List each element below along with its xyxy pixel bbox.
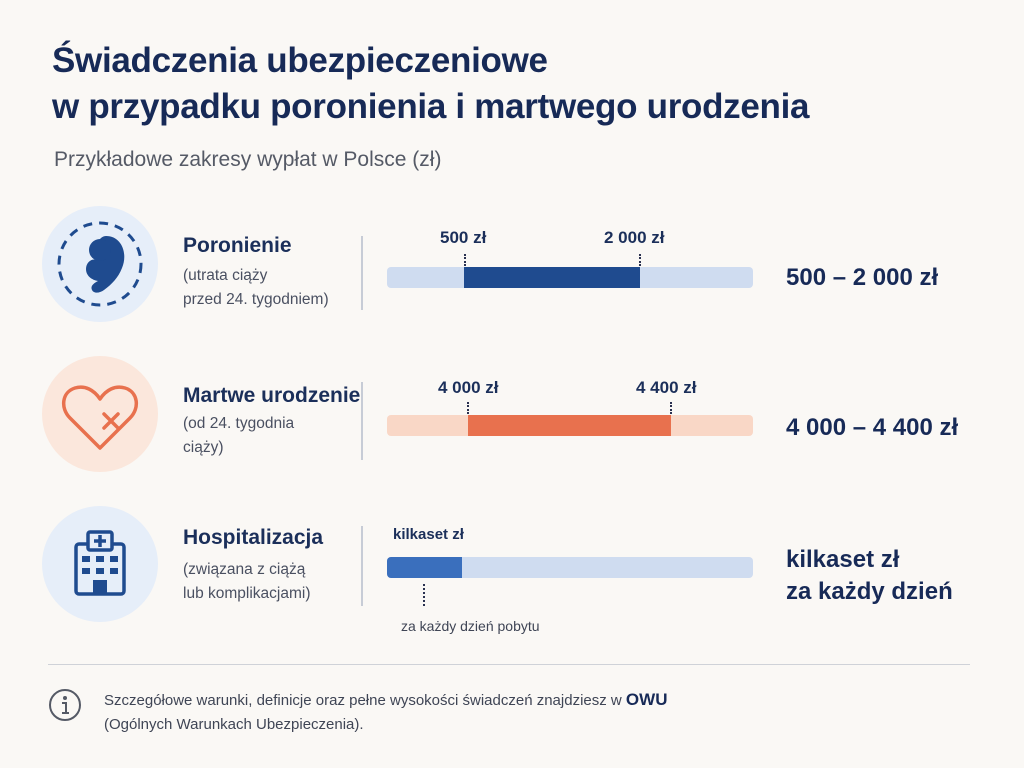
row-title: Martwe urodzenie bbox=[183, 384, 361, 407]
tick-note: za każdy dzień pobytu bbox=[401, 618, 540, 634]
desc-line-2: ciąży) bbox=[183, 439, 224, 456]
info-icon bbox=[49, 689, 81, 721]
desc-line-1: (od 24. tygodnia bbox=[183, 415, 295, 432]
hospital-icon bbox=[74, 530, 126, 596]
title-line-2: w przypadku poronienia i martwego urodze… bbox=[52, 87, 810, 126]
footer-divider bbox=[48, 664, 970, 665]
note-line-2: (Ogólnych Warunkach Ubezpieczenia). bbox=[104, 716, 364, 733]
range-fill bbox=[387, 557, 462, 578]
range-value: 500 – 2 000 zł bbox=[786, 264, 939, 291]
range-line-1: kilkaset zł bbox=[786, 546, 900, 573]
page-title: Świadczenia ubezpieczeniowe w przypadku … bbox=[52, 38, 810, 130]
tick-start-marker bbox=[467, 402, 469, 414]
tick-end-label: 4 400 zł bbox=[636, 378, 697, 397]
tick-note-marker bbox=[423, 584, 425, 606]
row-description: (od 24. tygodnia ciąży) bbox=[183, 412, 294, 460]
icon-circle-martwe-urodzenie bbox=[42, 356, 158, 472]
desc-line-2: lub komplikacjami) bbox=[183, 585, 311, 602]
range-value: kilkaset zł za każdy dzień bbox=[786, 544, 953, 608]
row-title: Poronienie bbox=[183, 234, 292, 257]
tick-start-label: 4 000 zł bbox=[438, 378, 499, 397]
icon-circle-poronienie bbox=[42, 206, 158, 322]
row-divider bbox=[361, 236, 363, 310]
tick-end-marker bbox=[639, 254, 641, 266]
tick-start-label: kilkaset zł bbox=[393, 526, 464, 543]
tick-end-label: 2 000 zł bbox=[604, 228, 665, 247]
row-description: (utrata ciąży przed 24. tygodniem) bbox=[183, 264, 329, 312]
desc-line-1: (utrata ciąży bbox=[183, 267, 268, 284]
desc-line-2: przed 24. tygodniem) bbox=[183, 291, 329, 308]
icon-circle-hospitalizacja bbox=[42, 506, 158, 622]
note-owu: OWU bbox=[625, 690, 668, 709]
footer-note: Szczegółowe warunki, definicje oraz pełn… bbox=[104, 688, 667, 737]
tick-start-label: 500 zł bbox=[440, 228, 487, 247]
row-description: (związana z ciążą lub komplikacjami) bbox=[183, 558, 310, 606]
desc-line-1: (związana z ciążą bbox=[183, 561, 306, 578]
title-line-1: Świadczenia ubezpieczeniowe bbox=[52, 41, 548, 80]
range-track bbox=[387, 415, 753, 436]
tick-end-marker bbox=[670, 402, 672, 414]
range-fill bbox=[468, 415, 671, 436]
page-subtitle: Przykładowe zakresy wypłat w Polsce (zł) bbox=[54, 148, 442, 171]
row-martwe-urodzenie: Martwe urodzenie (od 24. tygodnia ciąży)… bbox=[0, 356, 1024, 486]
broken-heart-icon bbox=[62, 385, 138, 450]
range-line-2: za każdy dzień bbox=[786, 578, 953, 605]
range-fill bbox=[464, 267, 640, 288]
row-divider bbox=[361, 526, 363, 606]
range-track bbox=[387, 267, 753, 288]
note-prefix: Szczegółowe warunki, definicje oraz pełn… bbox=[104, 692, 626, 709]
row-divider bbox=[361, 382, 363, 460]
range-value: 4 000 – 4 400 zł bbox=[786, 414, 959, 441]
row-title: Hospitalizacja bbox=[183, 526, 324, 549]
tick-start-marker bbox=[464, 254, 466, 266]
range-track bbox=[387, 557, 753, 578]
fetus-icon bbox=[57, 221, 143, 307]
row-poronienie: Poronienie (utrata ciąży przed 24. tygod… bbox=[0, 206, 1024, 336]
row-hospitalizacja: Hospitalizacja (związana z ciążą lub kom… bbox=[0, 506, 1024, 636]
